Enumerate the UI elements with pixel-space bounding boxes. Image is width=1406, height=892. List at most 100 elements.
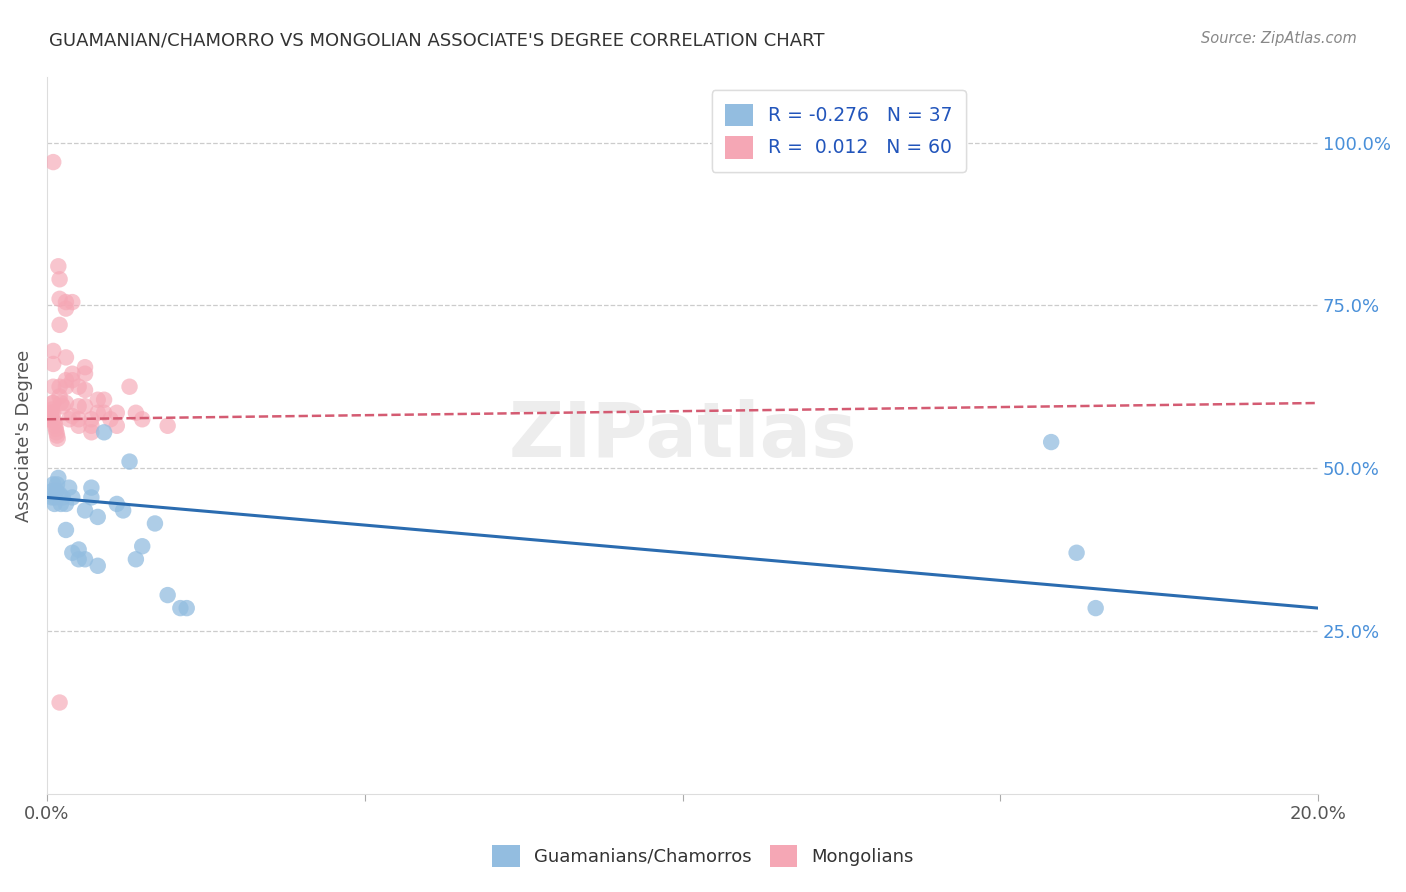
Point <box>44 497 66 511</box>
Point <box>42 477 65 491</box>
Point <box>41 491 63 505</box>
Point <box>105 418 128 433</box>
Point <box>41 483 63 498</box>
Point <box>55 396 77 410</box>
Point <box>42 155 65 169</box>
Point <box>80 481 103 495</box>
Point <box>125 552 148 566</box>
Point <box>44 418 66 433</box>
Point <box>44 416 66 430</box>
Point <box>55 523 77 537</box>
Point <box>55 380 77 394</box>
Point <box>67 552 90 566</box>
Point <box>156 418 179 433</box>
Point <box>60 367 83 381</box>
Point <box>131 412 153 426</box>
Point <box>46 260 69 274</box>
Point <box>45 483 67 498</box>
Point <box>67 418 90 433</box>
Point <box>73 383 96 397</box>
Point <box>105 497 128 511</box>
Point <box>52 399 75 413</box>
Point <box>42 406 65 420</box>
Point <box>118 454 141 468</box>
Point <box>55 373 77 387</box>
Point <box>41 396 63 410</box>
Point <box>73 552 96 566</box>
Point <box>169 601 191 615</box>
Point <box>60 491 83 505</box>
Point <box>131 539 153 553</box>
Point <box>58 412 80 426</box>
Point <box>39 412 62 426</box>
Point <box>67 412 90 426</box>
Point <box>49 396 72 410</box>
Point <box>60 295 83 310</box>
Point <box>176 601 198 615</box>
Point <box>73 360 96 375</box>
Point <box>55 301 77 316</box>
Point <box>48 318 70 332</box>
Point <box>46 428 69 442</box>
Point <box>80 425 103 440</box>
Point <box>55 497 77 511</box>
Point <box>1066 546 1088 560</box>
Point <box>143 516 166 531</box>
Point <box>42 396 65 410</box>
Point <box>67 380 90 394</box>
Point <box>48 696 70 710</box>
Point <box>156 588 179 602</box>
Point <box>46 477 69 491</box>
Point <box>48 380 70 394</box>
Text: ZIPatlas: ZIPatlas <box>508 399 856 473</box>
Point <box>52 491 75 505</box>
Point <box>100 412 122 426</box>
Point <box>73 503 96 517</box>
Point <box>93 425 115 440</box>
Point <box>48 272 70 286</box>
Point <box>44 491 66 505</box>
Point <box>46 432 69 446</box>
Point <box>87 510 110 524</box>
Point <box>58 481 80 495</box>
Point <box>60 546 83 560</box>
Point <box>48 389 70 403</box>
Point <box>60 373 83 387</box>
Point <box>49 497 72 511</box>
Legend: R = -0.276   N = 37, R =  0.012   N = 60: R = -0.276 N = 37, R = 0.012 N = 60 <box>711 90 966 172</box>
Point <box>87 558 110 573</box>
Point <box>48 292 70 306</box>
Point <box>46 471 69 485</box>
Point <box>87 392 110 407</box>
Point <box>87 406 110 420</box>
Legend: Guamanians/Chamorros, Mongolians: Guamanians/Chamorros, Mongolians <box>485 838 921 874</box>
Point <box>55 351 77 365</box>
Point <box>42 357 65 371</box>
Point <box>45 425 67 440</box>
Point <box>93 392 115 407</box>
Point <box>73 367 96 381</box>
Point <box>45 422 67 436</box>
Point <box>80 412 103 426</box>
Text: Source: ZipAtlas.com: Source: ZipAtlas.com <box>1201 31 1357 46</box>
Point <box>105 406 128 420</box>
Point <box>1084 601 1107 615</box>
Point <box>42 412 65 426</box>
Y-axis label: Associate's Degree: Associate's Degree <box>15 350 32 522</box>
Point <box>80 418 103 433</box>
Point <box>55 295 77 310</box>
Point <box>93 406 115 420</box>
Point <box>125 406 148 420</box>
Point <box>67 542 90 557</box>
Point <box>118 380 141 394</box>
Point <box>41 406 63 420</box>
Point <box>80 491 103 505</box>
Text: GUAMANIAN/CHAMORRO VS MONGOLIAN ASSOCIATE'S DEGREE CORRELATION CHART: GUAMANIAN/CHAMORRO VS MONGOLIAN ASSOCIAT… <box>49 31 825 49</box>
Point <box>112 503 135 517</box>
Point <box>1040 435 1063 450</box>
Point <box>39 409 62 423</box>
Point <box>42 343 65 358</box>
Point <box>60 409 83 423</box>
Point <box>73 399 96 413</box>
Point <box>67 399 90 413</box>
